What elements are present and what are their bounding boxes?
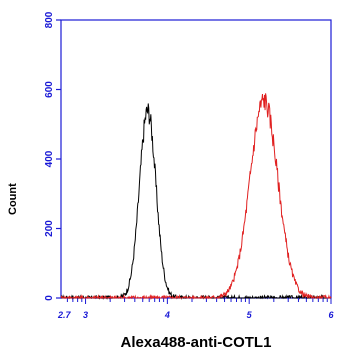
y-tick-label-400: 400 xyxy=(44,150,55,167)
y-tick-label-800: 800 xyxy=(44,11,55,28)
x-axis-label: Alexa488-anti-COTL1 xyxy=(121,334,272,351)
x-axis-start-label: 2.7 xyxy=(57,310,72,320)
y-axis-label: Count xyxy=(7,183,19,215)
y-tick-label-600: 600 xyxy=(44,81,55,98)
x-tick-label-5: 5 xyxy=(247,310,253,320)
x-axis-tick-labels: 3 4 5 6 xyxy=(83,310,334,320)
y-tick-label-200: 200 xyxy=(44,220,55,237)
plot-area-frame xyxy=(60,19,332,299)
y-axis-ticks: 0 200 400 600 800 xyxy=(44,11,61,301)
y-tick-label-0: 0 xyxy=(44,295,55,301)
series-line-1 xyxy=(60,103,332,300)
series-line-2 xyxy=(60,93,332,300)
x-axis-tick-marks xyxy=(66,298,332,304)
x-tick-label-6: 6 xyxy=(328,310,334,320)
x-tick-label-4: 4 xyxy=(164,310,170,320)
histogram-series xyxy=(60,93,332,300)
x-tick-label-3: 3 xyxy=(83,310,88,320)
